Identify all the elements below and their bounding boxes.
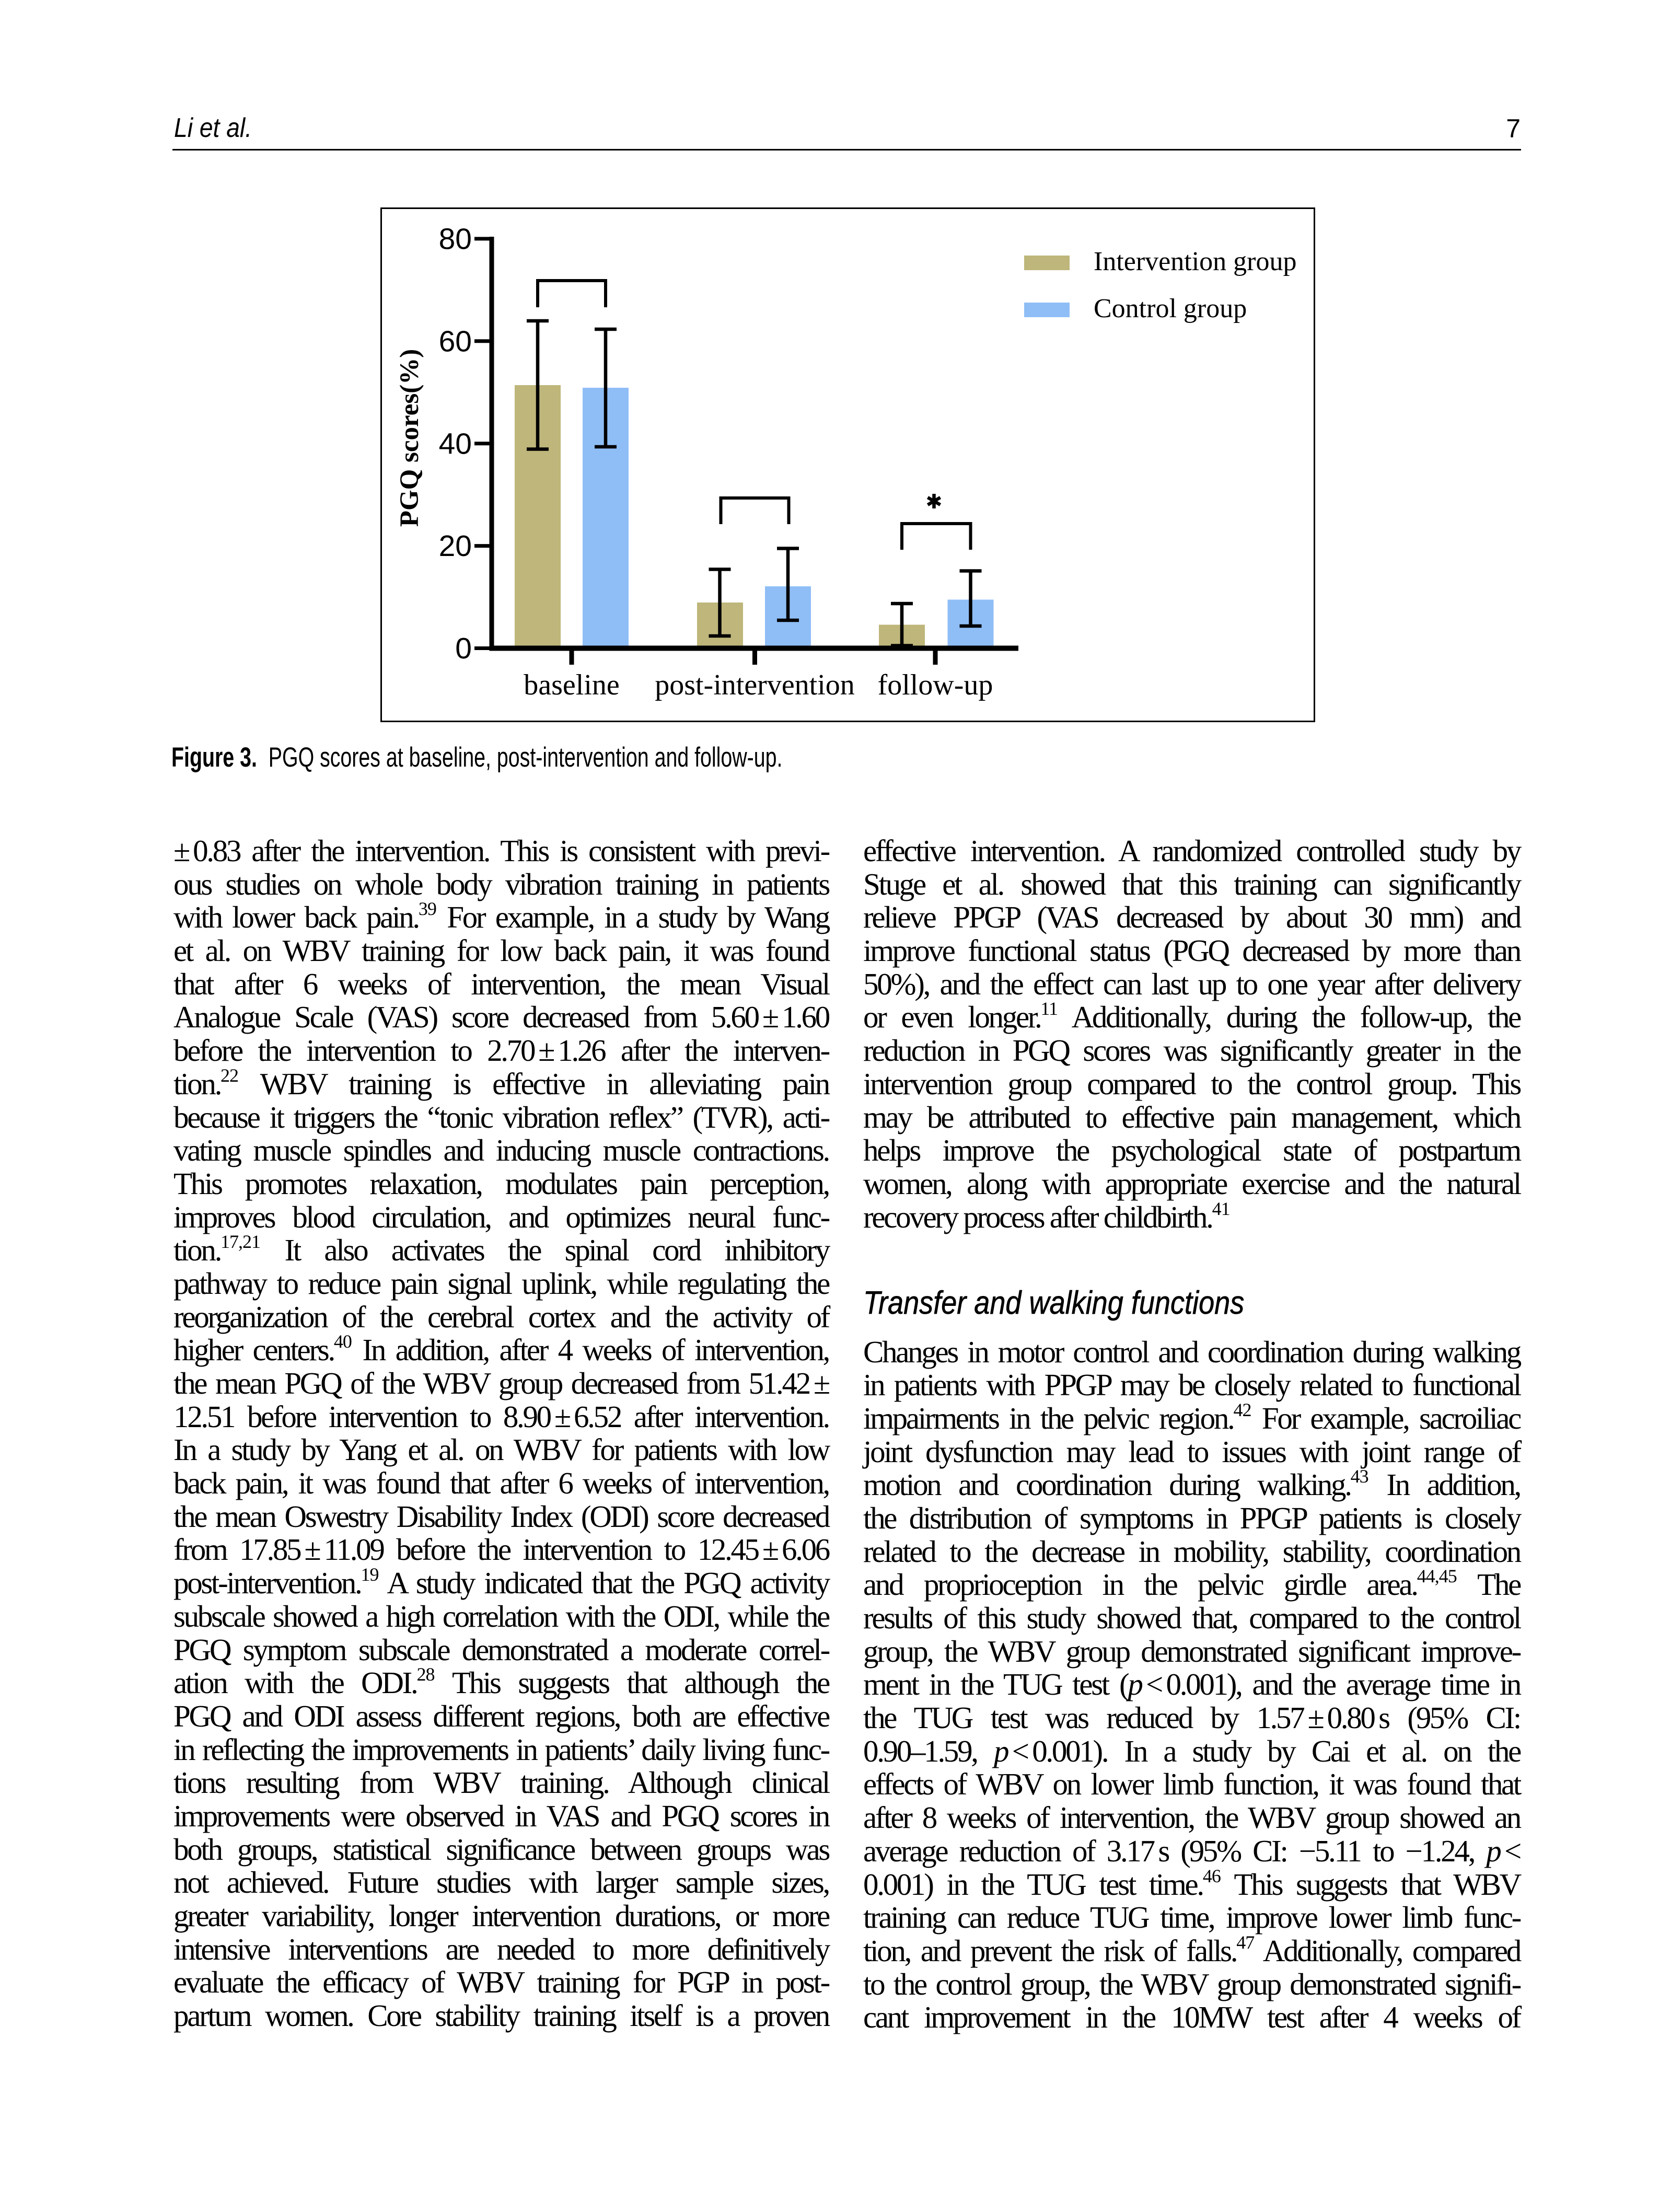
svg-text:Intervention group: Intervention group bbox=[1094, 247, 1296, 276]
svg-text:Control group: Control group bbox=[1094, 294, 1247, 323]
svg-text:PGQ scores(%): PGQ scores(%) bbox=[395, 349, 424, 527]
svg-text:0: 0 bbox=[455, 632, 472, 665]
svg-text:baseline: baseline bbox=[524, 669, 619, 701]
svg-text:40: 40 bbox=[439, 427, 472, 460]
svg-text:80: 80 bbox=[439, 223, 472, 256]
svg-text:20: 20 bbox=[439, 529, 472, 563]
svg-text:post-intervention: post-intervention bbox=[655, 669, 855, 701]
svg-text:follow-up: follow-up bbox=[878, 669, 993, 701]
svg-text:60: 60 bbox=[439, 325, 472, 358]
